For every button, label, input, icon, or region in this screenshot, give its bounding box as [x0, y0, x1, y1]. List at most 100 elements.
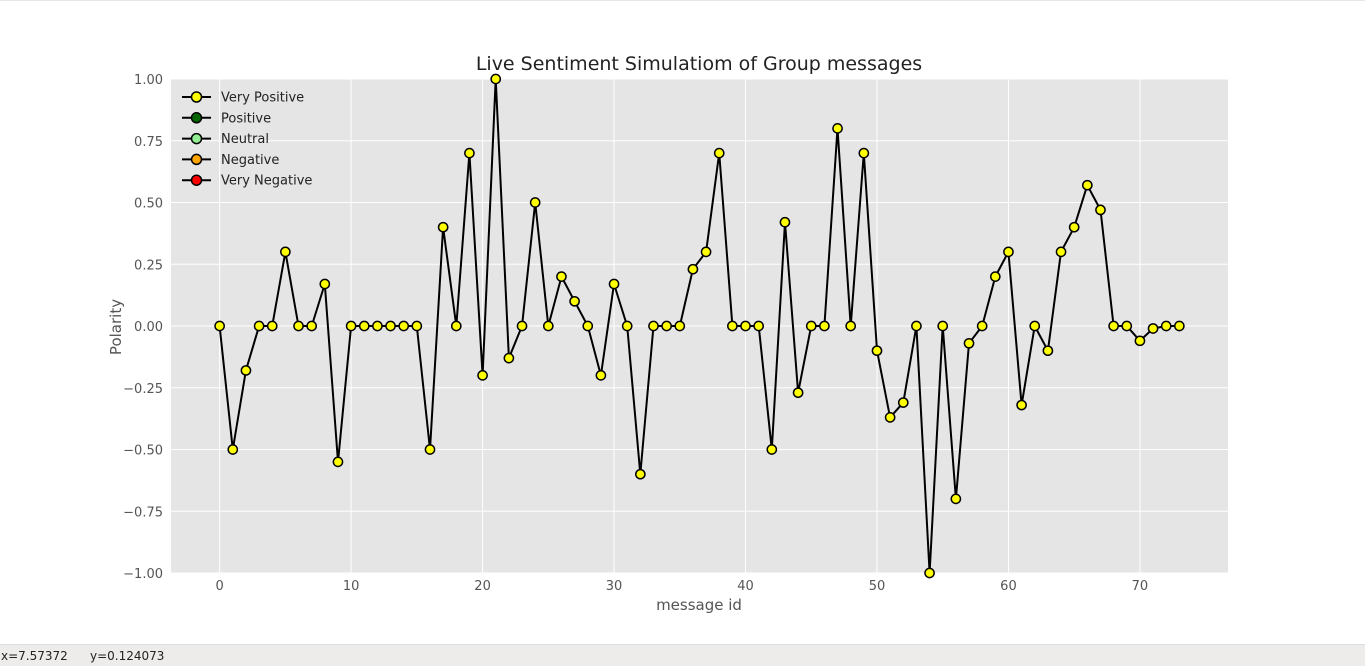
data-point: [779, 216, 791, 228]
data-point: [280, 246, 291, 258]
data-point: [319, 278, 331, 290]
data-point: [306, 320, 318, 332]
x-tick-labels: 0 10 20 30 40 50 60 70: [216, 579, 1149, 594]
data-point: [674, 320, 686, 332]
y-tick-label: 0.50: [134, 197, 163, 212]
data-point: [1068, 221, 1080, 233]
data-point: [1029, 320, 1041, 332]
series-markers: [214, 73, 1185, 579]
x-axis-label: message id: [656, 596, 742, 614]
x-tick-label: 20: [474, 579, 491, 594]
data-point: [464, 147, 475, 159]
y-axis-label: Polarity: [107, 299, 125, 355]
data-point: [858, 147, 870, 159]
chart-title: Live Sentiment Simulatiom of Group messa…: [476, 53, 922, 75]
data-point: [608, 278, 620, 290]
data-point: [385, 320, 396, 332]
legend-marker: [190, 91, 203, 103]
data-point: [713, 147, 725, 159]
x-tick-label: 30: [606, 579, 623, 594]
y-tick-label: −1.00: [123, 567, 163, 582]
data-point: [1003, 246, 1014, 258]
data-point: [989, 271, 1001, 282]
data-point: [450, 320, 462, 332]
data-point: [358, 320, 370, 332]
status-bar: x=7.57372 y=0.124073: [0, 644, 1365, 666]
data-point: [937, 320, 949, 332]
data-point: [687, 263, 699, 275]
data-point: [1095, 204, 1106, 216]
legend: Very Positive Positive Neutral Negative Very…: [182, 91, 312, 189]
figure-canvas[interactable]: 0 10 20 30 40 50 60 70 1.00 0.75 0.50 0.25 0.00 −0.2…: [0, 0, 1365, 644]
data-point: [398, 320, 410, 332]
data-point: [792, 387, 804, 399]
data-point: [332, 456, 344, 468]
data-point: [503, 352, 515, 364]
data-point: [819, 320, 830, 332]
y-tick-label: 0.75: [134, 135, 163, 150]
polarity-chart[interactable]: 0 10 20 30 40 50 60 70 1.00 0.75 0.50 0.25 0.00 −0.2…: [0, 0, 1365, 644]
data-point: [542, 320, 554, 332]
x-tick-label: 50: [869, 579, 886, 594]
data-point: [950, 493, 962, 505]
data-point: [740, 320, 751, 332]
data-point: [529, 197, 541, 208]
legend-marker: [190, 132, 203, 145]
y-tick-label: 1.00: [134, 73, 163, 88]
x-tick-label: 10: [343, 579, 360, 594]
data-point: [266, 320, 278, 332]
data-point: [766, 444, 778, 455]
data-point: [753, 320, 765, 332]
x-tick-label: 70: [1132, 579, 1149, 594]
y-tick-label: 0.25: [134, 258, 163, 273]
data-point: [871, 345, 883, 357]
legend-label: Very Negative: [221, 174, 312, 189]
data-point: [411, 320, 423, 332]
y-tick-labels: 1.00 0.75 0.50 0.25 0.00 −0.25 −0.50 −0.75 −1.00: [123, 73, 163, 582]
data-point: [700, 246, 712, 258]
legend-marker: [190, 153, 203, 166]
legend-label: Very Positive: [221, 91, 304, 106]
data-point: [634, 468, 646, 480]
x-tick-label: 40: [737, 579, 754, 594]
y-tick-label: −0.75: [123, 505, 163, 520]
data-point: [897, 397, 909, 408]
data-point: [661, 320, 672, 332]
data-point: [1108, 320, 1119, 332]
data-point: [556, 271, 567, 282]
window-top-border: [0, 0, 1365, 1]
data-point: [214, 320, 225, 332]
data-point: [595, 370, 607, 381]
data-point: [1055, 246, 1067, 258]
legend-marker: [190, 112, 203, 124]
data-point: [924, 567, 935, 579]
cursor-y-readout: y=0.124073: [90, 649, 165, 663]
data-point: [832, 123, 843, 134]
data-point: [963, 337, 975, 349]
data-point: [293, 320, 304, 332]
data-point: [437, 221, 449, 233]
legend-label: Negative: [221, 153, 279, 168]
data-point: [345, 320, 357, 332]
y-tick-label: 0.00: [134, 320, 163, 335]
data-point: [648, 320, 659, 332]
data-point: [424, 444, 436, 455]
data-point: [582, 320, 594, 332]
data-point: [1174, 320, 1185, 332]
data-point: [253, 320, 265, 332]
data-point: [621, 320, 633, 332]
data-point: [1160, 320, 1172, 332]
x-tick-label: 60: [1000, 579, 1017, 594]
data-point: [569, 295, 580, 307]
data-point: [1081, 179, 1093, 191]
data-point: [1147, 323, 1159, 334]
grid-lines: [171, 78, 1228, 574]
legend-marker: [190, 174, 203, 186]
data-point: [227, 444, 239, 455]
data-point: [1042, 345, 1054, 357]
legend-label: Positive: [221, 111, 271, 126]
legend-label: Neutral: [221, 132, 269, 147]
data-point: [372, 320, 383, 332]
data-point: [976, 320, 988, 332]
y-tick-label: −0.50: [123, 444, 163, 459]
